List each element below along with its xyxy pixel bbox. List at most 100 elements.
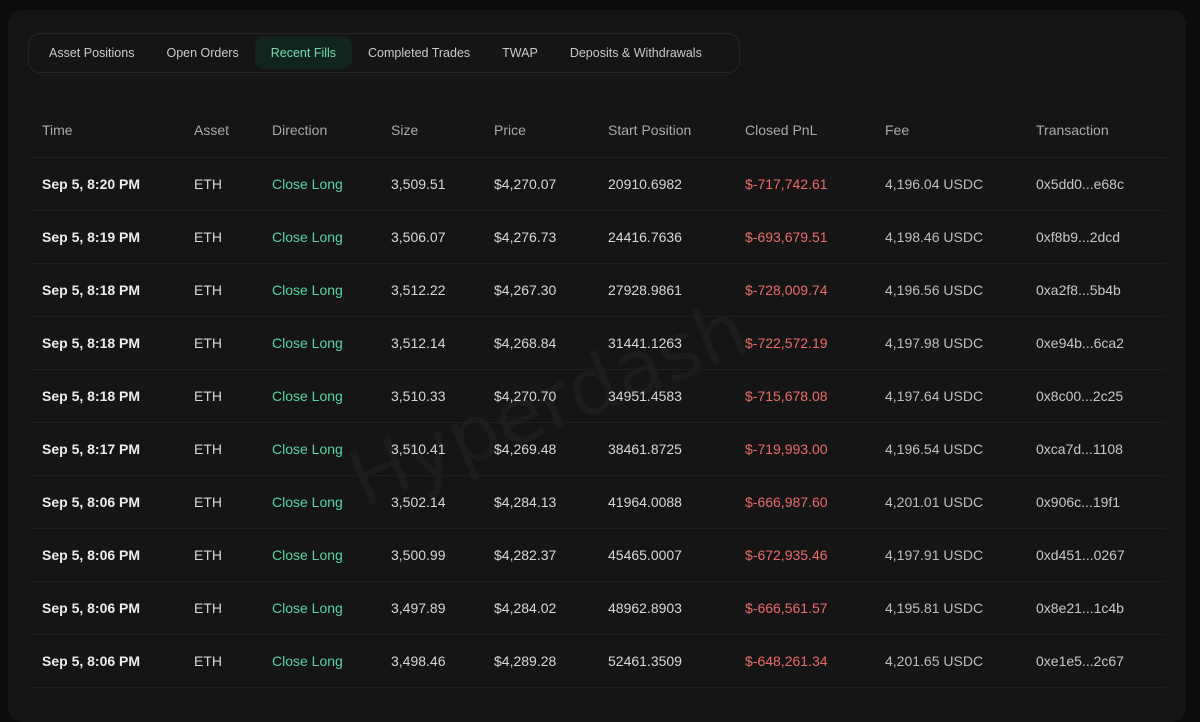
cell-fee: 4,198.46 USDC (885, 229, 984, 245)
cell-time: Sep 5, 8:18 PM (42, 282, 141, 298)
cell-direction: Close Long (272, 600, 343, 616)
cell-closed-pnl: $-648,261.34 (745, 653, 828, 669)
tab-asset-positions[interactable]: Asset Positions (49, 46, 135, 60)
cell-asset: ETH (194, 600, 222, 616)
column-header-price[interactable]: Price (494, 121, 526, 138)
cell-transaction[interactable]: 0xa2f8...5b4b (1036, 282, 1121, 298)
cell-direction: Close Long (272, 176, 343, 192)
cell-direction: Close Long (272, 388, 343, 404)
cell-price: $4,282.37 (494, 547, 557, 563)
tab-deposits-withdrawals[interactable]: Deposits & Withdrawals (569, 46, 702, 60)
cell-closed-pnl: $-715,678.08 (745, 388, 828, 404)
cell-closed-pnl: $-666,561.57 (745, 600, 828, 616)
cell-price: $4,276.73 (494, 229, 557, 245)
cell-time: Sep 5, 8:06 PM (42, 653, 141, 669)
cell-closed-pnl: $-722,572.19 (745, 335, 828, 351)
cell-time: Sep 5, 8:06 PM (42, 494, 141, 510)
cell-asset: ETH (194, 494, 222, 510)
cell-transaction[interactable]: 0x8c00...2c25 (1036, 388, 1124, 404)
column-header-fee[interactable]: Fee (885, 121, 910, 138)
cell-start-position: 24416.7636 (608, 229, 682, 245)
column-header-start-position[interactable]: Start Position (608, 121, 692, 138)
tab-twap[interactable]: TWAP (502, 46, 538, 60)
tab-completed-trades[interactable]: Completed Trades (368, 46, 471, 60)
table-row[interactable]: Sep 5, 8:18 PM ETH Close Long 3,510.33 $4,27… (30, 370, 1166, 423)
cell-transaction[interactable]: 0xf8b9...2dcd (1036, 229, 1121, 245)
cell-direction: Close Long (272, 547, 343, 563)
cell-transaction[interactable]: 0xe1e5...2c67 (1036, 653, 1124, 669)
column-header-asset[interactable]: Asset (194, 121, 230, 138)
cell-transaction[interactable]: 0xd451...0267 (1036, 547, 1125, 563)
cell-closed-pnl: $-717,742.61 (745, 176, 828, 192)
cell-direction: Close Long (272, 653, 343, 669)
cell-size: 3,506.07 (391, 229, 446, 245)
cell-asset: ETH (194, 176, 222, 192)
cell-time: Sep 5, 8:06 PM (42, 547, 141, 563)
cell-closed-pnl: $-728,009.74 (745, 282, 828, 298)
cell-fee: 4,195.81 USDC (885, 600, 984, 616)
cell-asset: ETH (194, 335, 222, 351)
cell-start-position: 41964.0088 (608, 494, 682, 510)
cell-closed-pnl: $-666,987.60 (745, 494, 828, 510)
tab-open-orders[interactable]: Open Orders (166, 46, 239, 60)
cell-transaction[interactable]: 0xe94b...6ca2 (1036, 335, 1124, 351)
cell-asset: ETH (194, 441, 222, 457)
cell-price: $4,267.30 (494, 282, 557, 298)
cell-transaction[interactable]: 0x906c...19f1 (1036, 494, 1121, 510)
cell-transaction[interactable]: 0xca7d...1108 (1036, 441, 1123, 457)
column-header-closed-pnl[interactable]: Closed PnL (745, 121, 818, 138)
cell-closed-pnl: $-693,679.51 (745, 229, 828, 245)
column-header-time[interactable]: Time (42, 121, 73, 138)
cell-time: Sep 5, 8:18 PM (42, 335, 141, 351)
cell-direction: Close Long (272, 441, 343, 457)
tab-recent-fills[interactable]: Recent Fills (254, 37, 353, 69)
table-row[interactable]: Sep 5, 8:18 PM ETH Close Long 3,512.14 $4,26… (30, 317, 1166, 370)
table-row[interactable]: Sep 5, 8:20 PM ETH Close Long 3,509.51 $4,27… (30, 158, 1166, 211)
column-header-size[interactable]: Size (391, 121, 419, 138)
cell-fee: 4,196.56 USDC (885, 282, 984, 298)
cell-start-position: 45465.0007 (608, 547, 682, 563)
cell-fee: 4,201.01 USDC (885, 494, 984, 510)
cell-asset: ETH (194, 229, 222, 245)
cell-fee: 4,201.65 USDC (885, 653, 984, 669)
cell-fee: 4,196.04 USDC (885, 176, 984, 192)
cell-size: 3,498.46 (391, 653, 446, 669)
cell-size: 3,512.14 (391, 335, 446, 351)
cell-size: 3,502.14 (391, 494, 446, 510)
cell-price: $4,289.28 (494, 653, 557, 669)
cell-start-position: 52461.3509 (608, 653, 682, 669)
column-header-transaction[interactable]: Transaction (1036, 121, 1109, 138)
table-row[interactable]: Sep 5, 8:17 PM ETH Close Long 3,510.41 $4,26… (30, 423, 1166, 476)
table-row[interactable]: Sep 5, 8:06 PM ETH Close Long 3,502.14 $4,28… (30, 476, 1166, 529)
cell-transaction[interactable]: 0x5dd0...e68c (1036, 176, 1124, 192)
cell-size: 3,510.41 (391, 441, 446, 457)
cell-time: Sep 5, 8:18 PM (42, 388, 141, 404)
cell-start-position: 27928.9861 (608, 282, 682, 298)
column-header-direction[interactable]: Direction (272, 121, 328, 138)
cell-fee: 4,197.98 USDC (885, 335, 984, 351)
cell-start-position: 31441.1263 (608, 335, 682, 351)
fills-panel: Asset Positions Open Orders Recent Fills… (8, 10, 1186, 722)
cell-time: Sep 5, 8:17 PM (42, 441, 141, 457)
cell-price: $4,284.13 (494, 494, 557, 510)
cell-asset: ETH (194, 547, 222, 563)
cell-size: 3,510.33 (391, 388, 446, 404)
cell-direction: Close Long (272, 282, 343, 298)
cell-size: 3,512.22 (391, 282, 446, 298)
cell-size: 3,500.99 (391, 547, 446, 563)
cell-asset: ETH (194, 388, 222, 404)
cell-direction: Close Long (272, 229, 343, 245)
cell-transaction[interactable]: 0x8e21...1c4b (1036, 600, 1124, 616)
cell-time: Sep 5, 8:19 PM (42, 229, 141, 245)
cell-size: 3,509.51 (391, 176, 446, 192)
table-row[interactable]: Sep 5, 8:06 PM ETH Close Long 3,498.46 $4,28… (30, 635, 1166, 688)
table-row[interactable]: Sep 5, 8:06 PM ETH Close Long 3,497.89 $4,28… (30, 582, 1166, 635)
cell-fee: 4,197.64 USDC (885, 388, 984, 404)
cell-price: $4,270.07 (494, 176, 557, 192)
table-row[interactable]: Sep 5, 8:19 PM ETH Close Long 3,506.07 $4,27… (30, 211, 1166, 264)
cell-time: Sep 5, 8:20 PM (42, 176, 141, 192)
cell-closed-pnl: $-672,935.46 (745, 547, 828, 563)
cell-time: Sep 5, 8:06 PM (42, 600, 141, 616)
table-row[interactable]: Sep 5, 8:18 PM ETH Close Long 3,512.22 $4,26… (30, 264, 1166, 317)
table-row[interactable]: Sep 5, 8:06 PM ETH Close Long 3,500.99 $4,28… (30, 529, 1166, 582)
